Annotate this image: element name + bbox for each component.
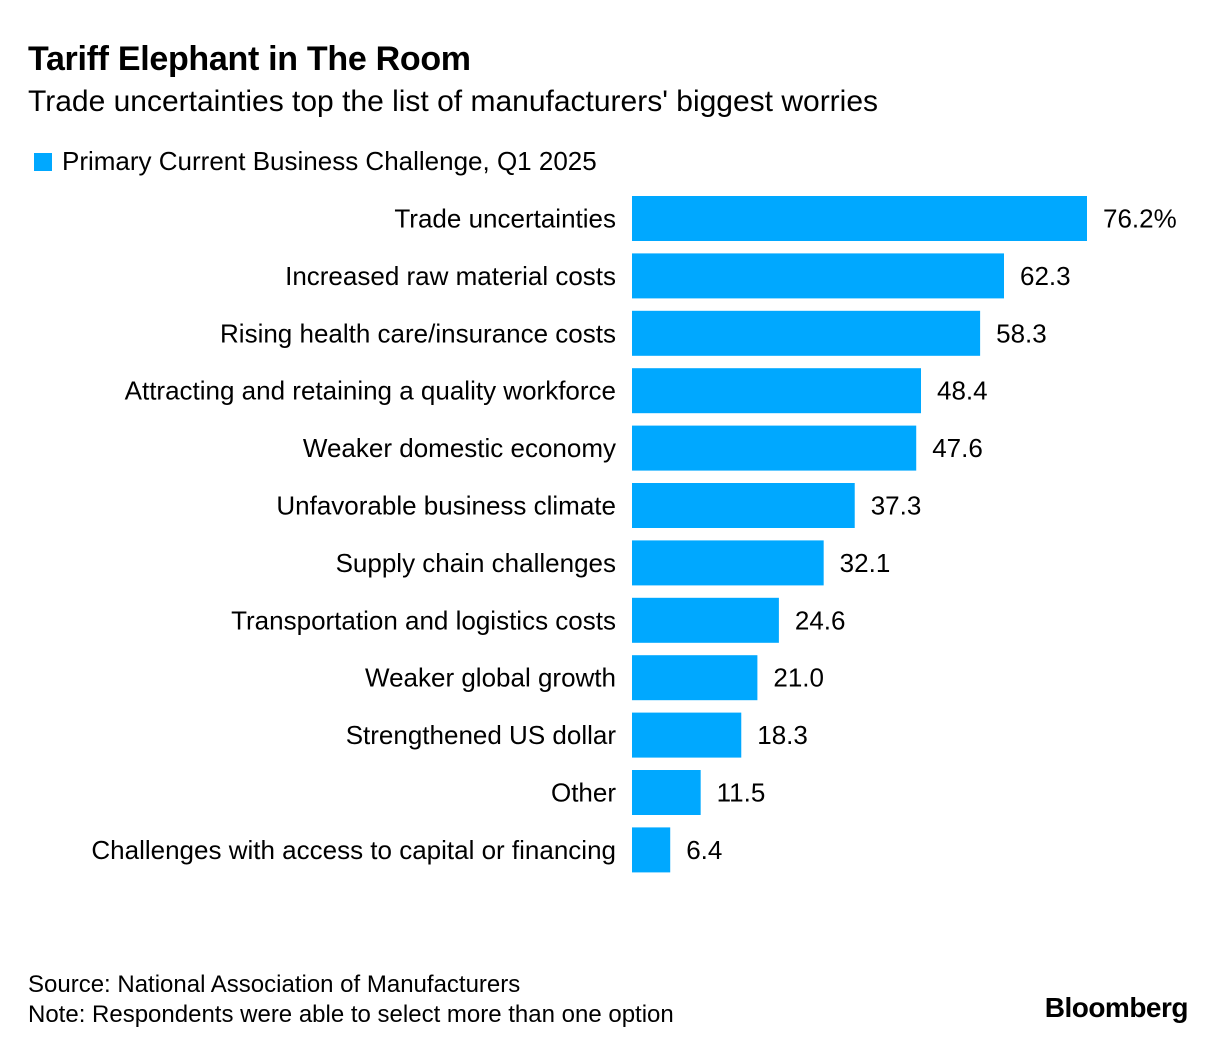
value-label: 32.1	[840, 548, 891, 578]
category-label: Supply chain challenges	[336, 548, 616, 578]
value-label: 11.5	[717, 778, 766, 808]
category-label: Weaker global growth	[365, 663, 616, 693]
source-note: Source: National Association of Manufact…	[28, 971, 521, 998]
legend-label: Primary Current Business Challenge, Q1 2…	[62, 146, 597, 176]
value-label: 58.3	[996, 318, 1047, 348]
value-label: 76.2%	[1103, 204, 1177, 234]
bar	[632, 483, 855, 528]
bar	[632, 196, 1087, 241]
value-label: 37.3	[871, 491, 922, 521]
bar	[632, 425, 917, 471]
bar	[632, 655, 758, 701]
category-label: Attracting and retaining a quality workf…	[125, 376, 616, 406]
category-label: Challenges with access to capital or fin…	[91, 835, 616, 865]
category-label: Rising health care/insurance costs	[220, 318, 616, 348]
category-label: Transportation and logistics costs	[231, 605, 616, 635]
value-label: 21.0	[773, 663, 824, 693]
bar	[632, 770, 701, 815]
category-label: Increased raw material costs	[285, 261, 616, 291]
bar	[632, 253, 1005, 299]
category-label: Weaker domestic economy	[303, 433, 616, 463]
bar	[632, 310, 981, 356]
category-label: Unfavorable business climate	[276, 491, 616, 521]
category-label: Strengthened US dollar	[346, 720, 617, 750]
bar	[632, 597, 779, 643]
bar	[632, 712, 742, 758]
value-label: 24.6	[795, 605, 846, 635]
chart-title: Tariff Elephant in The Room	[28, 40, 471, 78]
legend-swatch	[34, 152, 52, 171]
chart-subtitle: Trade uncertainties top the list of manu…	[28, 85, 879, 118]
footnote: Note: Respondents were able to select mo…	[28, 1001, 674, 1028]
value-label: 47.6	[932, 433, 983, 463]
bloomberg-logo: Bloomberg	[1044, 992, 1189, 1023]
value-label: 62.3	[1020, 261, 1071, 291]
value-label: 18.3	[757, 720, 808, 750]
category-label: Other	[551, 778, 616, 808]
bar	[632, 827, 671, 873]
bar	[632, 540, 824, 586]
value-label: 48.4	[937, 376, 988, 406]
category-label: Trade uncertainties	[394, 204, 616, 234]
value-label: 6.4	[686, 835, 722, 865]
legend: Primary Current Business Challenge, Q1 2…	[34, 146, 597, 177]
bar	[632, 368, 922, 414]
